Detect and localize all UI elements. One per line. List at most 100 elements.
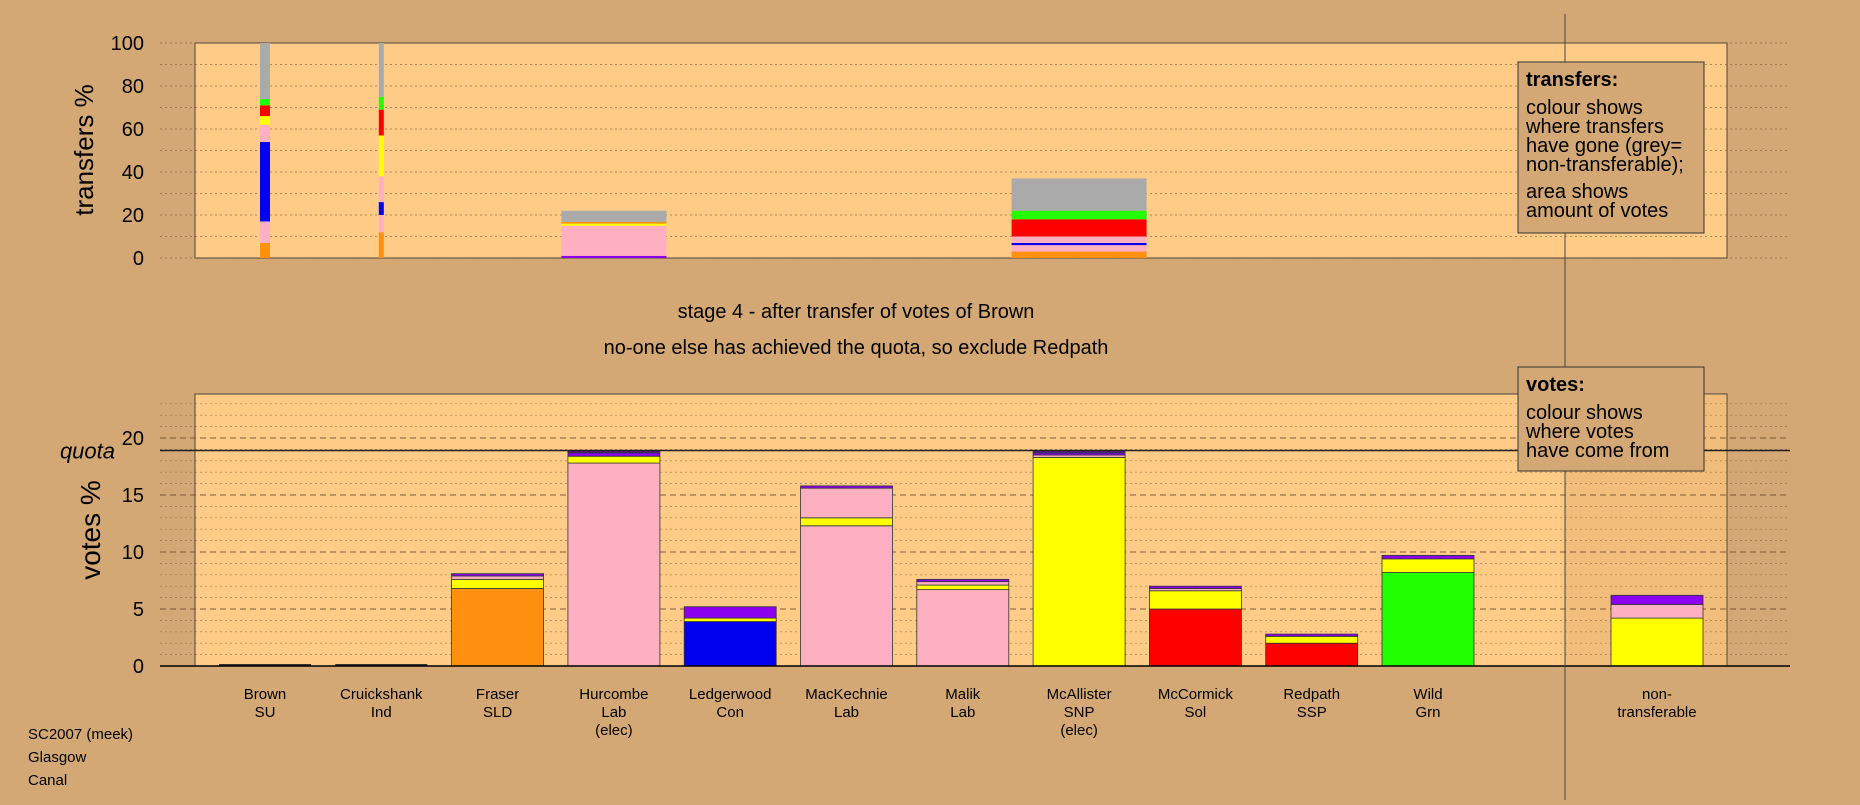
quota-label: quota: [60, 439, 115, 464]
transfers-tick-label: 100: [111, 33, 144, 55]
candidate-name: Ledgerwood: [689, 686, 772, 703]
vote-bar-segment: [800, 525, 893, 667]
vote-bar-segment: [567, 462, 661, 667]
candidate-name: McCormick: [1158, 686, 1233, 703]
vote-bar-segment: [916, 578, 1010, 583]
vote-bar-segment: [800, 487, 893, 519]
transfers-axis-title: transfers %: [69, 84, 99, 216]
votes-legend-box: [1517, 366, 1705, 472]
candidate-name: Malik: [945, 686, 981, 703]
transfer-bar-segment: [561, 225, 667, 256]
vote-bar-segment: [567, 452, 661, 457]
candidate-party: Con: [716, 704, 744, 721]
candidate-party: SNP: [1064, 704, 1095, 721]
candidate-party: SSP: [1297, 704, 1327, 721]
transfers-legend-line: have gone (grey=: [1526, 135, 1682, 157]
stage-title: stage 4 - after transfer of votes of Bro…: [678, 301, 1035, 323]
candidate-name: Cruickshank: [340, 686, 423, 703]
candidate-party: Grn: [1415, 704, 1440, 721]
transfer-bar-segment: [260, 98, 270, 106]
vote-bar-segment: [916, 584, 1010, 591]
transfer-bar-segment: [378, 109, 384, 136]
votes-tick-label: 5: [133, 599, 144, 621]
transfer-bar-segment: [378, 135, 384, 177]
transfer-bar-segment: [260, 221, 270, 243]
candidate-name: Fraser: [476, 686, 519, 703]
candidate-party: transferable: [1617, 704, 1696, 721]
vote-bar-segment: [1265, 633, 1359, 637]
vote-bar-segment: [800, 485, 893, 489]
transfer-bar-segment: [378, 202, 384, 215]
candidate-name: MacKechnie: [805, 686, 888, 703]
vote-bar-segment: [1381, 572, 1475, 667]
transfer-bar-segment: [1011, 219, 1147, 237]
candidate-elected: (elec): [1060, 722, 1098, 739]
transfers-tick-label: 60: [122, 119, 144, 141]
votes-tick-label: 20: [122, 428, 144, 450]
vote-bar-segment: [451, 588, 545, 667]
transfer-bar-segment: [1011, 245, 1147, 252]
candidate-party: Sol: [1185, 704, 1207, 721]
transfer-bar-segment: [260, 124, 270, 142]
transfer-bar-segment: [561, 223, 667, 226]
vote-bar-segment: [1610, 617, 1704, 667]
vote-bar-segment: [1265, 642, 1359, 667]
candidate-name: Redpath: [1283, 686, 1340, 703]
transfer-bar-segment: [378, 96, 384, 110]
candidate-name: Brown: [244, 686, 287, 703]
candidate-party: Lab: [601, 704, 626, 721]
vote-bar-segment: [1149, 585, 1242, 589]
vote-bar-segment: [1610, 604, 1704, 619]
transfers-tick-label: 0: [133, 248, 144, 270]
transfer-bar-segment: [1011, 251, 1147, 258]
candidate-party: Lab: [950, 704, 975, 721]
votes-legend-line: colour shows: [1526, 402, 1643, 424]
election-region: Glasgow: [28, 749, 87, 766]
vote-bar-segment: [1149, 608, 1242, 667]
votes-tick-label: 15: [122, 485, 144, 507]
transfers-tick-label: 20: [122, 205, 144, 227]
transfers-legend-line: where transfers: [1525, 116, 1664, 138]
vote-bar-segment: [916, 581, 1010, 586]
transfer-bar-segment: [561, 210, 667, 222]
election-name: SC2007 (meek): [28, 726, 134, 743]
transfers-legend-line: non-transferable);: [1526, 154, 1684, 176]
transfer-bar-segment: [260, 242, 270, 258]
transfers-legend-line: area shows: [1526, 181, 1628, 203]
vote-bar-segment: [800, 517, 893, 527]
votes-legend-line: have come from: [1526, 440, 1669, 462]
vote-bar-segment: [451, 578, 545, 589]
transfer-bar-segment: [260, 141, 270, 222]
vote-bar-segment: [1610, 594, 1704, 605]
candidate-elected: (elec): [595, 722, 633, 739]
transfer-bar-segment: [1011, 210, 1147, 220]
transfer-bar-segment: [378, 176, 384, 203]
transfer-bar-segment: [378, 232, 384, 258]
vote-bar-segment: [451, 575, 545, 580]
candidate-name: McAllister: [1047, 686, 1112, 703]
transfer-bar-segment: [1011, 242, 1147, 246]
candidate-party: SU: [255, 704, 276, 721]
transfers-legend-title: transfers:: [1526, 69, 1618, 91]
vote-bar-segment: [1032, 456, 1126, 667]
vote-bar-segment: [1265, 635, 1359, 644]
transfers-legend-line: colour shows: [1526, 97, 1643, 119]
votes-legend-line: where votes: [1525, 421, 1634, 443]
transfer-bar-segment: [378, 215, 384, 233]
candidate-name: Wild: [1413, 686, 1442, 703]
candidate-party: Ind: [371, 704, 392, 721]
vote-bar-segment: [683, 617, 777, 622]
election-ward: Canal: [28, 772, 68, 789]
transfer-bar-segment: [378, 43, 384, 97]
candidate-name: Hurcombe: [579, 686, 648, 703]
vote-bar-segment: [1381, 558, 1475, 573]
transfers-tick-label: 40: [122, 162, 144, 184]
transfer-bar-segment: [260, 105, 270, 117]
transfer-bar-segment: [260, 116, 270, 125]
candidate-party: SLD: [483, 704, 512, 721]
candidate-party: Lab: [834, 704, 859, 721]
votes-legend-title: votes:: [1526, 374, 1585, 396]
transfer-bar-segment: [1011, 178, 1147, 211]
vote-bar-segment: [451, 573, 545, 577]
vote-bar-segment: [683, 621, 777, 667]
